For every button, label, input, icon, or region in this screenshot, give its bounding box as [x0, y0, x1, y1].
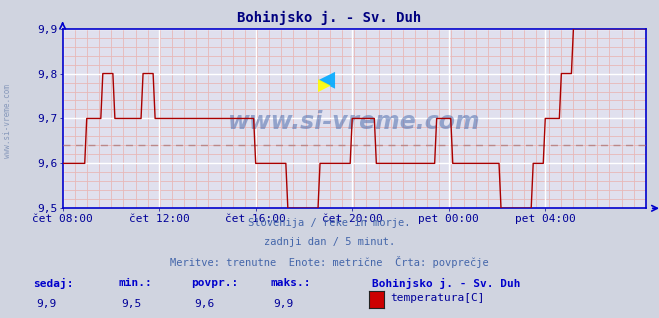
- Text: zadnji dan / 5 minut.: zadnji dan / 5 minut.: [264, 237, 395, 247]
- Text: min.:: min.:: [119, 278, 152, 288]
- Text: Slovenija / reke in morje.: Slovenija / reke in morje.: [248, 218, 411, 228]
- Text: ◀: ◀: [318, 69, 335, 89]
- Text: Meritve: trenutne  Enote: metrične  Črta: povprečje: Meritve: trenutne Enote: metrične Črta: …: [170, 256, 489, 268]
- Text: www.si-vreme.com: www.si-vreme.com: [228, 110, 480, 134]
- Text: temperatura[C]: temperatura[C]: [390, 293, 484, 303]
- Text: 9,6: 9,6: [194, 299, 214, 309]
- Text: povpr.:: povpr.:: [191, 278, 239, 288]
- Text: www.si-vreme.com: www.si-vreme.com: [3, 84, 13, 158]
- Text: 9,9: 9,9: [36, 299, 56, 309]
- Text: sedaj:: sedaj:: [33, 278, 73, 289]
- Text: maks.:: maks.:: [270, 278, 310, 288]
- Text: Bohinjsko j. - Sv. Duh: Bohinjsko j. - Sv. Duh: [372, 278, 521, 289]
- Text: Bohinjsko j. - Sv. Duh: Bohinjsko j. - Sv. Duh: [237, 11, 422, 25]
- Text: ▶: ▶: [318, 77, 330, 95]
- Text: 9,5: 9,5: [122, 299, 142, 309]
- Text: 9,9: 9,9: [273, 299, 293, 309]
